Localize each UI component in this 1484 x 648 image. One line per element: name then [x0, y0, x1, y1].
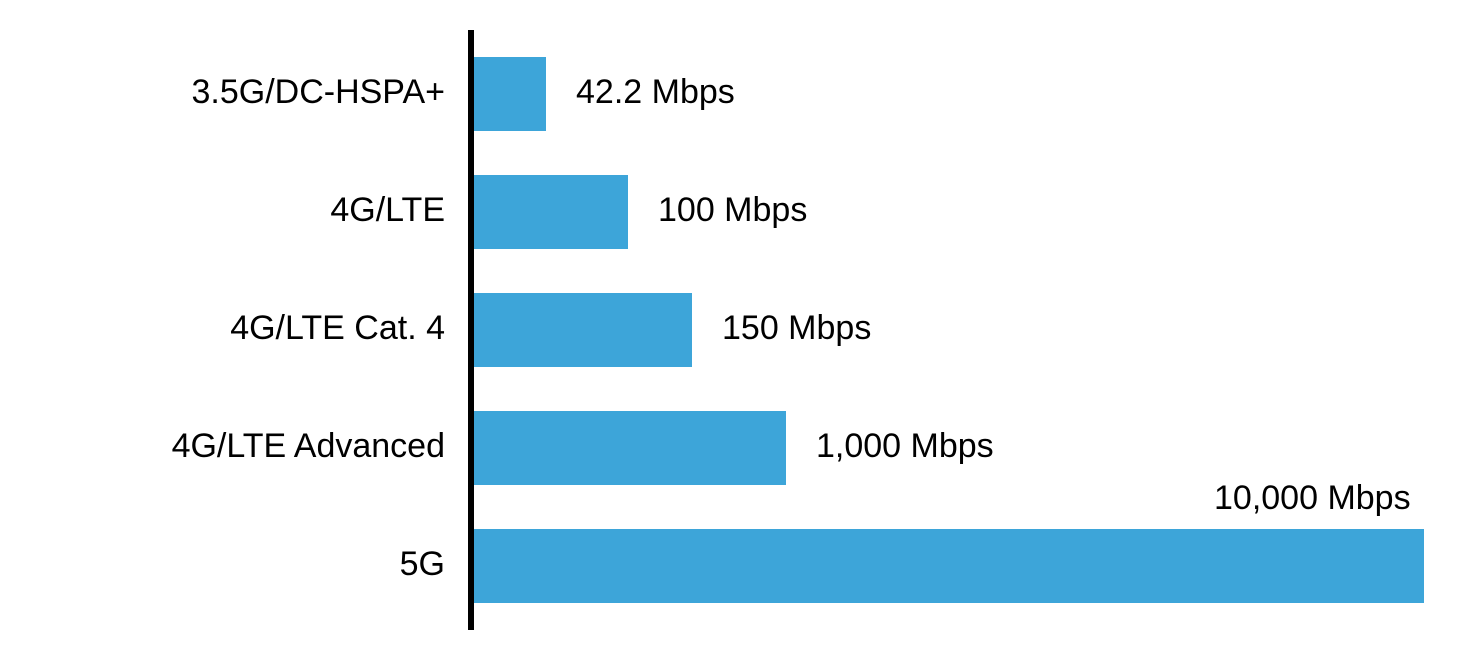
category-label: 4G/LTE Advanced [172, 427, 445, 466]
category-label: 5G [400, 545, 445, 584]
value-label: 100 Mbps [658, 191, 807, 230]
bar [474, 411, 786, 485]
speed-bar-chart: 3.5G/DC-HSPA+ 42.2 Mbps 4G/LTE 100 Mbps 4G/L… [0, 0, 1484, 648]
value-label: 150 Mbps [722, 309, 871, 348]
bar [474, 293, 692, 367]
category-label: 3.5G/DC-HSPA+ [191, 73, 445, 112]
value-label: 10,000 Mbps [1214, 479, 1411, 518]
bar [474, 175, 628, 249]
category-label: 4G/LTE [330, 191, 445, 230]
value-label: 1,000 Mbps [816, 427, 994, 466]
category-label: 4G/LTE Cat. 4 [230, 309, 445, 348]
bar [474, 529, 1424, 603]
value-label: 42.2 Mbps [576, 73, 735, 112]
bar [474, 57, 546, 131]
